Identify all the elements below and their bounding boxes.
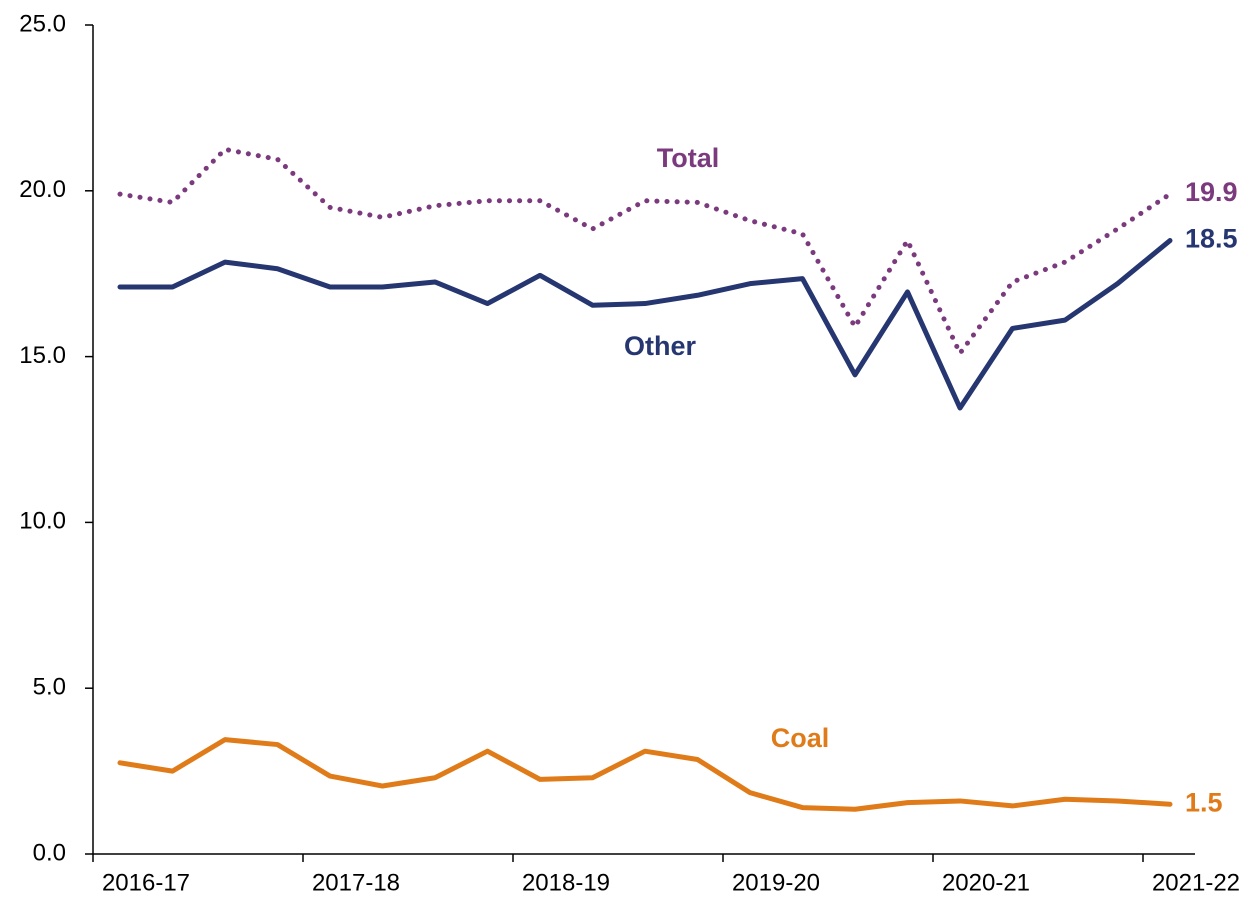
x-tick-label: 2020-21 — [942, 869, 1030, 896]
x-tick-label: 2021-22 — [1152, 869, 1240, 896]
x-tick-label: 2018-19 — [522, 869, 610, 896]
y-tick-label: 15.0 — [19, 342, 66, 369]
x-tick-label: 2017-18 — [312, 869, 400, 896]
series-label: Other — [624, 331, 697, 361]
x-tick-label: 2016-17 — [102, 869, 190, 896]
line-other — [117, 238, 1173, 411]
end-value-label: 19.9 — [1185, 177, 1238, 207]
line-coal — [117, 737, 1173, 812]
end-value-label: 1.5 — [1185, 787, 1223, 817]
end-value-label: 18.5 — [1185, 224, 1238, 254]
y-tick-label: 25.0 — [19, 10, 66, 37]
x-tick-label: 2019-20 — [732, 869, 820, 896]
line-total — [117, 146, 1173, 356]
y-tick-label: 5.0 — [33, 674, 66, 701]
x-tick-marks — [92, 854, 1144, 862]
y-tick-label: 20.0 — [19, 176, 66, 203]
series-label: Total — [657, 143, 720, 173]
y-tick-label: 10.0 — [19, 508, 66, 535]
y-tick-label: 0.0 — [33, 839, 66, 866]
series-label: Coal — [771, 723, 830, 753]
